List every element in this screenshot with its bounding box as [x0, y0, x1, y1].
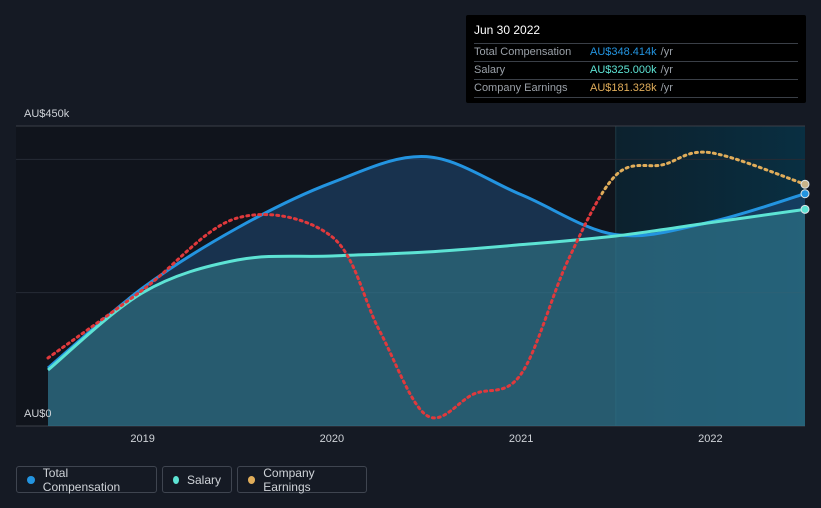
tooltip-value: AU$348.414k: [590, 46, 657, 58]
salary-line: [47, 207, 806, 372]
tooltip-unit: /yr: [660, 46, 673, 58]
tooltip-unit: /yr: [660, 64, 673, 76]
salary-marker[interactable]: [800, 204, 810, 214]
legend-salary[interactable]: Salary: [162, 466, 232, 493]
tooltip-unit: /yr: [660, 82, 673, 94]
legend-company-earnings[interactable]: Company Earnings: [237, 465, 367, 494]
tooltip-label: Company Earnings: [474, 82, 568, 94]
legend-dot-icon: [173, 475, 179, 484]
x-tick-label: 2021: [508, 433, 534, 445]
legend-dot-icon: [248, 475, 256, 484]
x-tick-label: 2019: [130, 433, 155, 445]
company-earnings-marker[interactable]: [800, 179, 810, 189]
company-earnings-line-past: [46, 192, 601, 420]
tooltip-date: Jun 30 2022: [474, 23, 798, 44]
x-tick-label: 2020: [319, 433, 345, 445]
y-axis-bottom-label: AU$0: [24, 408, 52, 420]
legend-label: Salary: [186, 472, 221, 487]
legend-total-compensation[interactable]: Total Compensation: [16, 465, 157, 494]
total-compensation-area: [48, 156, 805, 426]
salary-area: [48, 209, 805, 426]
company-earnings-line: [600, 150, 807, 199]
tooltip-row-salary: Salary AU$325.000k /yr: [474, 62, 798, 80]
legend-dot-icon: [27, 475, 35, 484]
tooltip-row-earnings: Company Earnings AU$181.328k /yr: [474, 80, 798, 98]
y-axis-top-label: AU$450k: [24, 108, 70, 120]
legend-label: Total Compensation: [42, 465, 121, 494]
tooltip-value: AU$325.000k: [590, 64, 657, 76]
tooltip: Jun 30 2022 Total Compensation AU$348.41…: [466, 15, 806, 103]
tooltip-value: AU$181.328k: [590, 82, 657, 94]
legend-label: Company Earnings: [263, 465, 315, 494]
tooltip-row-total: Total Compensation AU$348.414k /yr: [474, 44, 798, 62]
tooltip-label: Total Compensation: [474, 46, 572, 58]
x-tick-label: 2022: [698, 433, 723, 445]
tooltip-label: Salary: [474, 64, 506, 76]
total-compensation-marker[interactable]: [800, 189, 810, 199]
